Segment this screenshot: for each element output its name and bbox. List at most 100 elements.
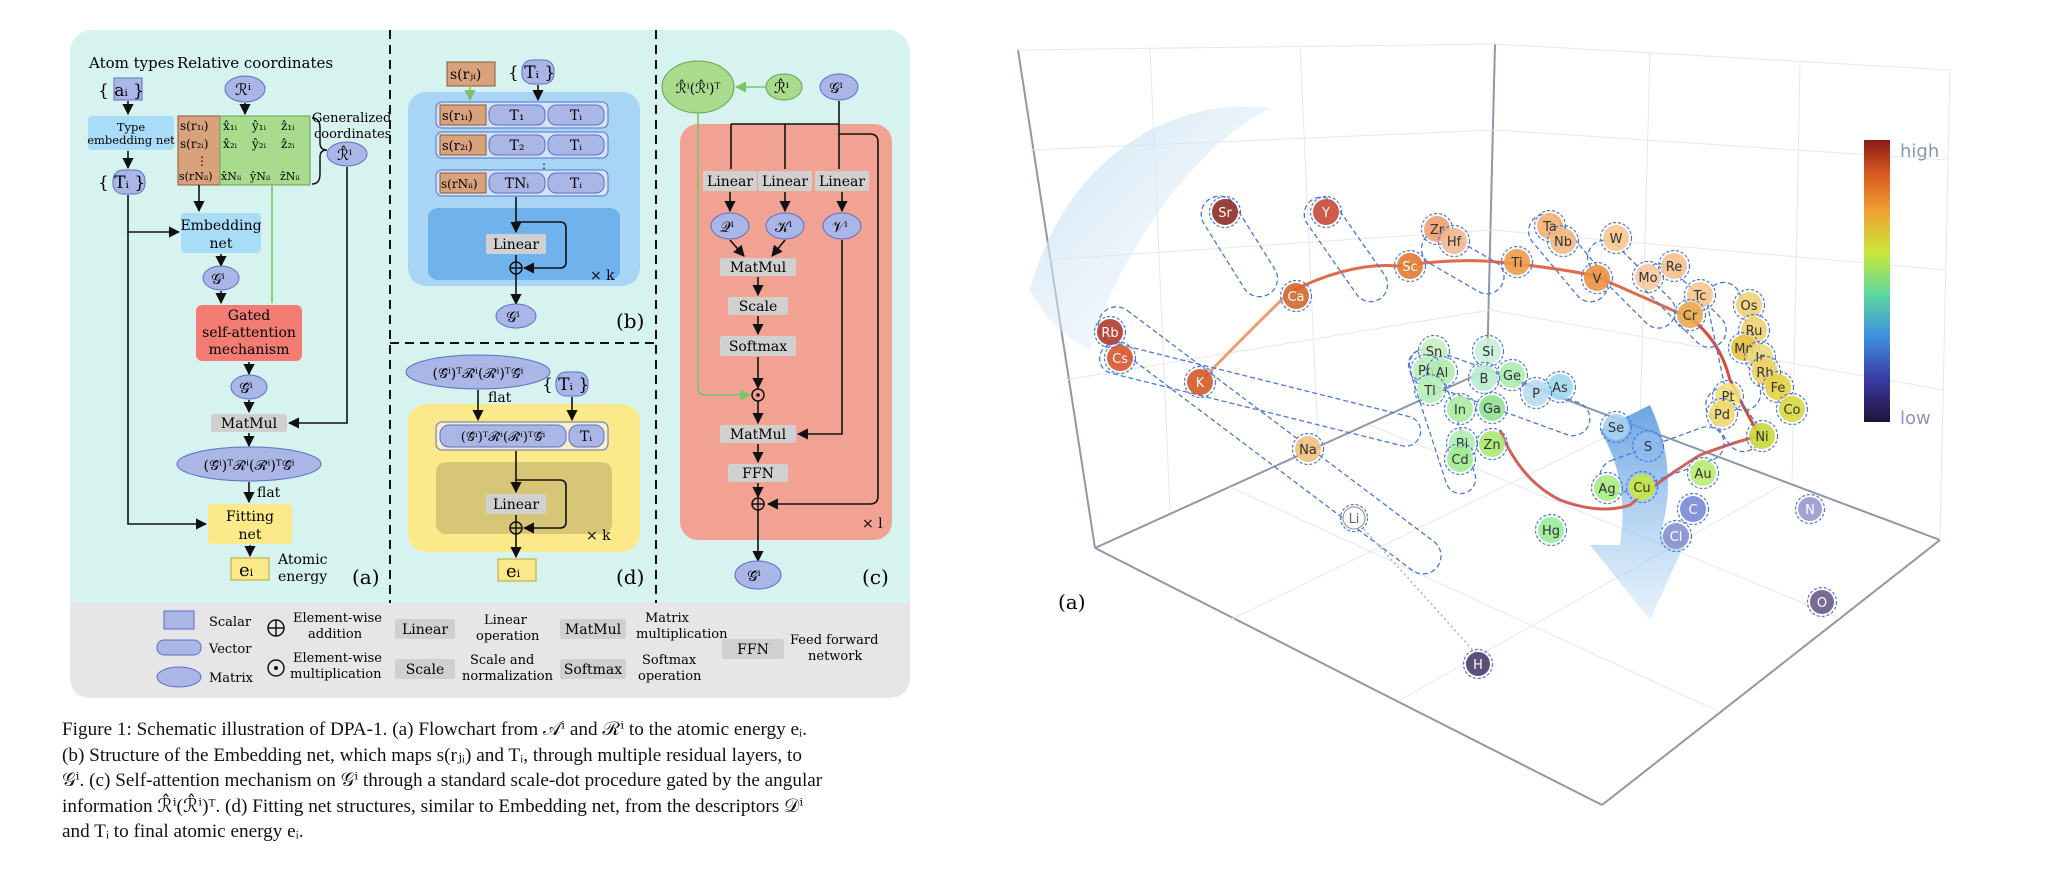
element-halo-Sn bbox=[1417, 334, 1451, 368]
element-bubble-Ca bbox=[1283, 283, 1309, 309]
T-i-vector bbox=[112, 169, 146, 195]
element-halo-Co bbox=[1775, 392, 1809, 426]
element-label-Zn: Zn bbox=[1483, 438, 1500, 453]
legend-matmul: MatMul bbox=[565, 622, 622, 638]
element-label-Tc: Tc bbox=[1693, 289, 1707, 304]
element-bubble-In bbox=[1447, 396, 1473, 422]
c-arrow-k-mm bbox=[771, 239, 786, 257]
c-linear-v-box bbox=[815, 171, 869, 191]
element-halo-Na bbox=[1291, 432, 1325, 466]
R-i: ℛⁱ bbox=[235, 80, 251, 99]
element-label-Se: Se bbox=[1608, 421, 1624, 436]
element-bubble-Fe bbox=[1765, 374, 1791, 400]
element-label-W: W bbox=[1610, 232, 1623, 247]
element-bubble-Cl bbox=[1663, 523, 1689, 549]
legend: Scalar Vector Matrix Element-wise additi… bbox=[156, 610, 878, 688]
b-times-k: × k bbox=[590, 268, 615, 284]
trend-curves bbox=[1198, 259, 1762, 511]
element-halo-Cs bbox=[1103, 341, 1137, 375]
c-G: 𝒢ⁱ bbox=[829, 79, 843, 97]
c-matmul2: MatMul bbox=[730, 427, 787, 443]
legend-scale-desc2: normalization bbox=[462, 669, 554, 684]
d-plus-cross bbox=[510, 522, 522, 534]
arrow-T-to-fitting bbox=[127, 232, 208, 530]
element-label-As: As bbox=[1552, 381, 1568, 396]
relative-coordinates-label: Relative coordinates bbox=[177, 54, 333, 72]
b-rown-s-text: s(rNᵢᵢ) bbox=[441, 177, 478, 191]
d-descriptor: (𝒢̂ⁱ)ᵀℛ̂ⁱ(ℛ̂ⁱ)ᵀ𝒢̂ⁱ bbox=[433, 366, 524, 382]
element-label-Sn: Sn bbox=[1426, 345, 1443, 360]
element-label-Sc: Sc bbox=[1402, 260, 1417, 275]
colorbar-low: low bbox=[1900, 408, 1931, 429]
label-a: (a) bbox=[352, 565, 380, 589]
element-label-Re: Re bbox=[1666, 260, 1682, 275]
caption-line-5: and Tᵢ to final atomic energy eᵢ. bbox=[62, 821, 304, 842]
c-Rhat: ℛ̂ⁱ bbox=[774, 78, 789, 97]
element-halo-C bbox=[1676, 492, 1710, 526]
element-bubble-C bbox=[1680, 496, 1706, 522]
element-label-In: In bbox=[1454, 403, 1466, 418]
element-label-Cu: Cu bbox=[1633, 481, 1650, 496]
generalized-coordinates-line2: coordinates bbox=[314, 127, 391, 142]
xyz-1-z: ẑ₁ᵢ bbox=[281, 119, 295, 133]
translucent-sheet bbox=[1030, 106, 1270, 350]
c-matmul1-box bbox=[720, 258, 796, 276]
label-b: (b) bbox=[616, 309, 644, 333]
T-i-set: { Tᵢ } bbox=[98, 173, 145, 193]
element-halo-Sr bbox=[1208, 195, 1242, 229]
arrow-Rhat-to-matmul bbox=[287, 167, 348, 429]
legend-linear-desc2: operation bbox=[476, 629, 540, 644]
b-row2-s-text: s(r₂ᵢ) bbox=[442, 139, 473, 154]
legend-plus-cross bbox=[268, 620, 284, 636]
gated-line2: self-attention bbox=[202, 325, 296, 341]
c-linear-v: Linear bbox=[819, 174, 865, 190]
element-halo-Cd bbox=[1443, 442, 1477, 476]
c-linear-k: Linear bbox=[762, 174, 808, 190]
d-descriptor-matrix bbox=[405, 354, 551, 390]
element-bubble-Tc bbox=[1687, 282, 1713, 308]
legend-softmax-desc1: Softmax bbox=[642, 653, 697, 668]
c-arrow-v-mm bbox=[796, 240, 843, 440]
d-times-k: × k bbox=[586, 528, 611, 544]
element-bubble-As bbox=[1547, 374, 1573, 400]
s-row-2: s(r₂ᵢ) bbox=[180, 137, 208, 151]
c-K: 𝒦ⁱ bbox=[775, 218, 792, 236]
c-softmax-box bbox=[720, 336, 796, 356]
matmul-box bbox=[211, 414, 287, 432]
xyz-1-y: ŷ₁ᵢ bbox=[251, 119, 267, 133]
element-label-Co: Co bbox=[1783, 403, 1800, 418]
element-bubble-Cd bbox=[1447, 446, 1473, 472]
element-halo-In bbox=[1443, 392, 1477, 426]
d-row-desc-text: (𝒢̂ⁱ)ᵀℛ̂ⁱ(ℛ̂ⁱ)ᵀ𝒢̂ⁱ bbox=[461, 430, 546, 445]
gated-line1: Gated bbox=[228, 308, 270, 324]
c-dot-mult-center bbox=[756, 393, 760, 397]
element-bubble-Os bbox=[1736, 292, 1762, 318]
xyz-2-x: x̂₂ᵢ bbox=[223, 137, 238, 151]
element-label-Cd: Cd bbox=[1451, 453, 1468, 468]
G-hat-matrix bbox=[230, 374, 268, 400]
element-label-K: K bbox=[1196, 376, 1205, 391]
generalized-coordinates-line1: Generalized bbox=[312, 111, 391, 126]
b-plus-cross bbox=[510, 262, 522, 274]
element-bubble-V bbox=[1584, 265, 1610, 291]
li-h-dotted bbox=[1353, 517, 1479, 657]
element-halo-Y bbox=[1309, 195, 1343, 229]
element-bubble-H bbox=[1466, 652, 1490, 676]
element-halo-Rb bbox=[1093, 315, 1127, 349]
c-ffn: FFN bbox=[742, 466, 774, 482]
legend-mult-line2: multiplication bbox=[290, 667, 382, 682]
element-halo-Cr bbox=[1673, 298, 1707, 332]
d-row-T bbox=[568, 424, 605, 448]
element-label-Si: Si bbox=[1482, 345, 1494, 360]
legend-ffn-desc2: network bbox=[808, 649, 862, 664]
element-label-Os: Os bbox=[1740, 299, 1757, 314]
s-rji-box bbox=[446, 61, 496, 87]
element-label-P: P bbox=[1532, 387, 1540, 402]
element-label-Fe: Fe bbox=[1771, 381, 1786, 396]
element-bubble-Rb bbox=[1097, 319, 1123, 345]
legend-matmul-desc1: Matrix bbox=[645, 611, 690, 626]
element-bubble-Hg bbox=[1538, 517, 1564, 543]
b-G-matrix bbox=[495, 303, 537, 329]
legend-scale-box bbox=[395, 659, 455, 679]
